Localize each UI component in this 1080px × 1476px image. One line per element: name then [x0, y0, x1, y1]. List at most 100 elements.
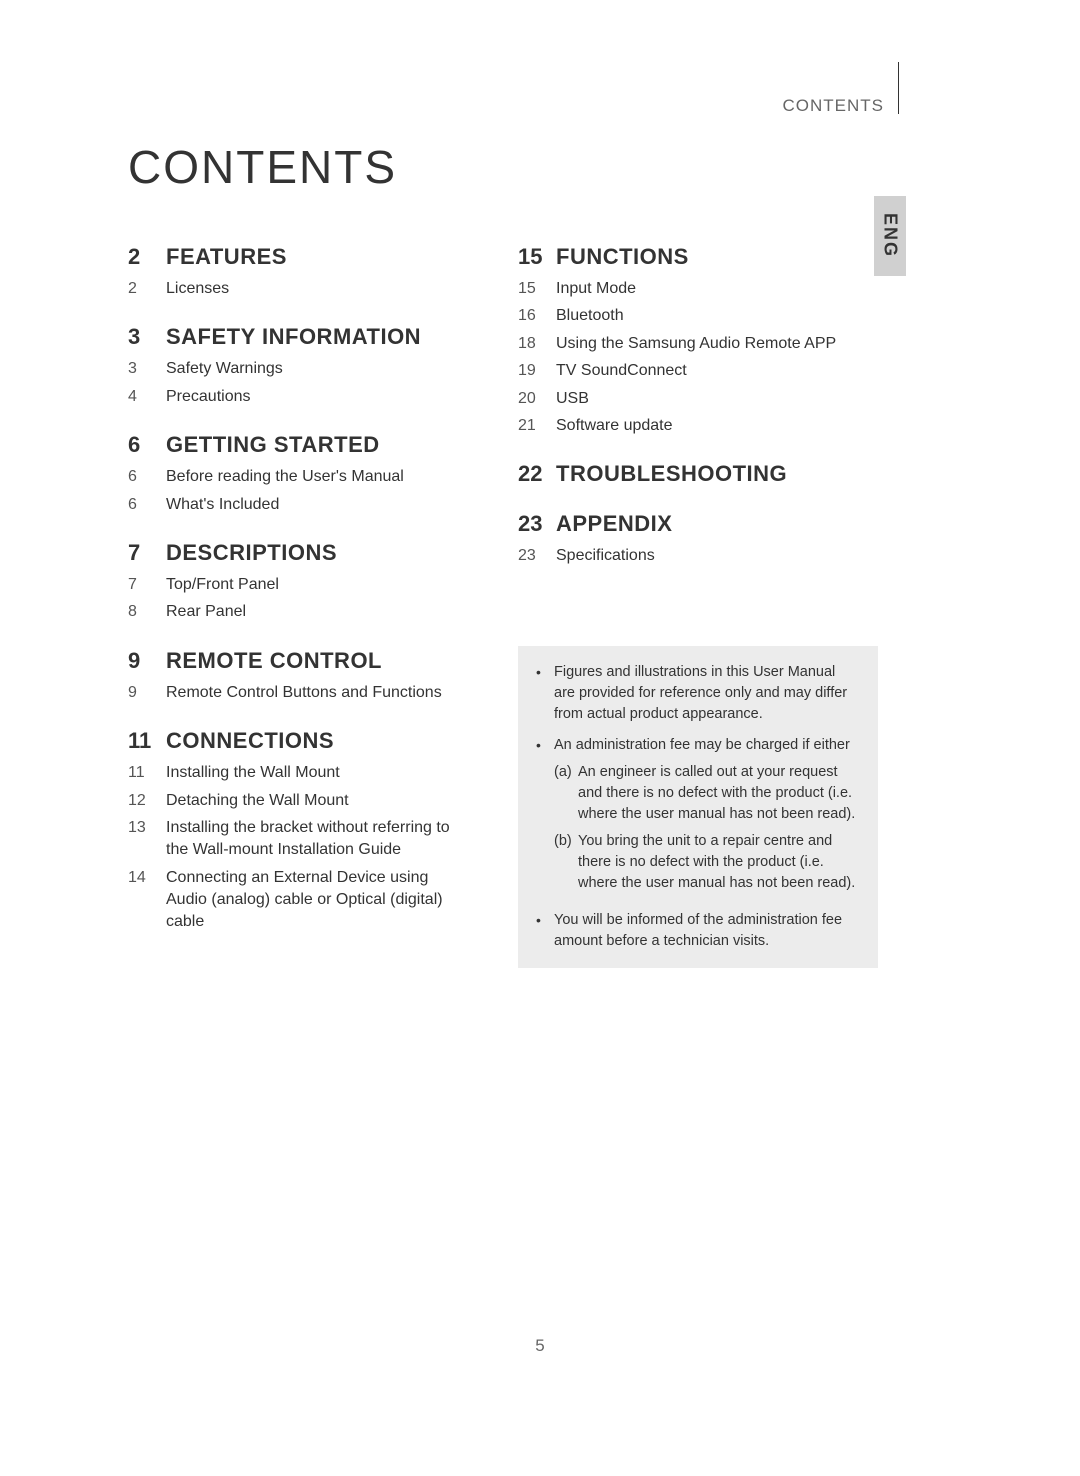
toc-item: 7Top/Front Panel — [128, 574, 478, 596]
toc-item-label: Installing the bracket without referring… — [166, 817, 478, 862]
toc-item-page: 15 — [518, 278, 556, 300]
info-sub-label: (b) — [554, 831, 578, 894]
info-sub-item: (a)An engineer is called out at your req… — [554, 762, 860, 825]
toc-item: 9Remote Control Buttons and Functions — [128, 682, 478, 704]
toc-item: 4Precautions — [128, 386, 478, 408]
info-sub-text: An engineer is called out at your reques… — [578, 762, 860, 825]
toc-item-label: Connecting an External Device using Audi… — [166, 867, 478, 934]
toc-section: 23APPENDIX23Specifications — [518, 511, 878, 567]
toc-item-label: Using the Samsung Audio Remote APP — [556, 333, 846, 355]
toc-section-page: 11 — [128, 728, 166, 754]
toc-item-label: What's Included — [166, 494, 289, 516]
toc-item-label: USB — [556, 388, 599, 410]
toc-item: 20USB — [518, 388, 878, 410]
column-left: 2FEATURES2Licenses3SAFETY INFORMATION3Sa… — [128, 244, 478, 1024]
toc-section: 9REMOTE CONTROL9Remote Control Buttons a… — [128, 648, 478, 704]
toc-item-page: 3 — [128, 358, 166, 380]
toc-item-page: 16 — [518, 305, 556, 327]
toc-item: 21Software update — [518, 415, 878, 437]
toc-item-label: Safety Warnings — [166, 358, 293, 380]
toc-item: 6Before reading the User's Manual — [128, 466, 478, 488]
toc-item: 2Licenses — [128, 278, 478, 300]
toc-item-label: Specifications — [556, 545, 665, 567]
bullet-icon: • — [536, 735, 554, 900]
bullet-icon: • — [536, 662, 554, 725]
toc-item-label: Top/Front Panel — [166, 574, 289, 596]
toc-section-header: 23APPENDIX — [518, 511, 878, 537]
language-tab: ENG — [874, 196, 906, 276]
toc-item-page: 23 — [518, 545, 556, 567]
toc-item-label: Installing the Wall Mount — [166, 762, 350, 784]
toc-item: 6What's Included — [128, 494, 478, 516]
toc-item: 8Rear Panel — [128, 601, 478, 623]
toc-section-page: 9 — [128, 648, 166, 674]
toc-item-page: 6 — [128, 466, 166, 488]
toc-item-label: Precautions — [166, 386, 261, 408]
toc-item-page: 18 — [518, 333, 556, 355]
toc-item-page: 8 — [128, 601, 166, 623]
toc-item: 15Input Mode — [518, 278, 878, 300]
bullet-icon: • — [536, 910, 554, 952]
toc-item-label: Before reading the User's Manual — [166, 466, 414, 488]
toc-item-page: 6 — [128, 494, 166, 516]
toc-item-page: 20 — [518, 388, 556, 410]
toc-item-page: 19 — [518, 360, 556, 382]
toc-section-page: 23 — [518, 511, 556, 537]
toc-section-title: REMOTE CONTROL — [166, 648, 382, 674]
toc-item-page: 9 — [128, 682, 166, 704]
toc-section-page: 7 — [128, 540, 166, 566]
toc-item-page: 21 — [518, 415, 556, 437]
contents-columns: 2FEATURES2Licenses3SAFETY INFORMATION3Sa… — [128, 244, 858, 1024]
toc-item-page: 13 — [128, 817, 166, 839]
toc-section: 11CONNECTIONS11Installing the Wall Mount… — [128, 728, 478, 934]
toc-item-page: 11 — [128, 762, 166, 784]
toc-section: 15FUNCTIONS15Input Mode16Bluetooth18Usin… — [518, 244, 878, 437]
toc-section-page: 15 — [518, 244, 556, 270]
toc-section-header: 2FEATURES — [128, 244, 478, 270]
toc-item-page: 4 — [128, 386, 166, 408]
toc-item: 23Specifications — [518, 545, 878, 567]
info-item: •An administration fee may be charged if… — [536, 735, 860, 900]
language-tab-text: ENG — [880, 213, 901, 258]
toc-section-title: FUNCTIONS — [556, 244, 689, 270]
toc-item: 18Using the Samsung Audio Remote APP — [518, 333, 878, 355]
page-title: CONTENTS — [128, 140, 397, 194]
toc-item-label: Bluetooth — [556, 305, 634, 327]
toc-section-header: 7DESCRIPTIONS — [128, 540, 478, 566]
toc-section-header: 6GETTING STARTED — [128, 432, 478, 458]
toc-section-page: 6 — [128, 432, 166, 458]
toc-section: 7DESCRIPTIONS7Top/Front Panel8Rear Panel — [128, 540, 478, 624]
toc-item: 12Detaching the Wall Mount — [128, 790, 478, 812]
info-sub-label: (a) — [554, 762, 578, 825]
toc-section: 2FEATURES2Licenses — [128, 244, 478, 300]
header-divider — [898, 62, 899, 114]
header-section-label: CONTENTS — [783, 96, 885, 116]
toc-item-label: Input Mode — [556, 278, 646, 300]
info-sub-item: (b)You bring the unit to a repair centre… — [554, 831, 860, 894]
toc-item-label: Remote Control Buttons and Functions — [166, 682, 452, 704]
toc-section-title: SAFETY INFORMATION — [166, 324, 421, 350]
toc-section-title: TROUBLESHOOTING — [556, 461, 787, 487]
toc-item: 14Connecting an External Device using Au… — [128, 867, 478, 934]
toc-section-header: 9REMOTE CONTROL — [128, 648, 478, 674]
toc-item-label: Rear Panel — [166, 601, 256, 623]
toc-section-page: 22 — [518, 461, 556, 487]
info-text: An administration fee may be charged if … — [554, 735, 860, 900]
toc-item-label: Software update — [556, 415, 683, 437]
info-text: Figures and illustrations in this User M… — [554, 662, 860, 725]
toc-section-page: 3 — [128, 324, 166, 350]
info-item: •Figures and illustrations in this User … — [536, 662, 860, 725]
column-right: 15FUNCTIONS15Input Mode16Bluetooth18Usin… — [518, 244, 878, 1024]
toc-section-header: 3SAFETY INFORMATION — [128, 324, 478, 350]
toc-item-page: 14 — [128, 867, 166, 889]
toc-section-page: 2 — [128, 244, 166, 270]
toc-item: 13Installing the bracket without referri… — [128, 817, 478, 862]
toc-section: 3SAFETY INFORMATION3Safety Warnings4Prec… — [128, 324, 478, 408]
toc-section-header: 22TROUBLESHOOTING — [518, 461, 878, 487]
toc-section-title: GETTING STARTED — [166, 432, 380, 458]
page-number: 5 — [0, 1336, 1080, 1356]
toc-item-label: Licenses — [166, 278, 239, 300]
toc-section-title: DESCRIPTIONS — [166, 540, 337, 566]
toc-item-page: 7 — [128, 574, 166, 596]
info-item: •You will be informed of the administrat… — [536, 910, 860, 952]
